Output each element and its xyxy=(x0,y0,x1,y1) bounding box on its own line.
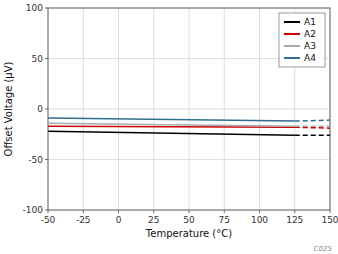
tick xyxy=(45,58,48,59)
grid-line xyxy=(48,159,330,160)
line xyxy=(48,131,295,135)
tick xyxy=(45,109,48,110)
line-dashed xyxy=(295,120,330,121)
line-dashed xyxy=(295,127,330,128)
tick-label: 150 xyxy=(321,215,338,225)
tick-label: 75 xyxy=(219,215,230,225)
grid xyxy=(48,8,330,210)
grid-line xyxy=(48,58,330,59)
tick xyxy=(189,210,190,213)
legend-swatch xyxy=(284,33,300,35)
tick-label: 125 xyxy=(286,215,303,225)
tick-label: 100 xyxy=(26,3,43,13)
tick xyxy=(294,210,295,213)
legend-swatch xyxy=(284,57,300,59)
line-dashed xyxy=(295,135,330,137)
tick xyxy=(45,8,48,9)
x-axis-label: Temperature (°C) xyxy=(145,228,232,239)
tick-label: -25 xyxy=(76,215,91,225)
tick-label: 50 xyxy=(183,215,195,225)
legend-label: A1 xyxy=(304,17,316,27)
tick xyxy=(118,210,119,213)
tick xyxy=(330,210,331,213)
line-dashed xyxy=(295,125,330,127)
tick xyxy=(83,210,84,213)
tick xyxy=(224,210,225,213)
tick xyxy=(45,210,48,211)
legend-label: A2 xyxy=(304,29,316,39)
legend-swatch xyxy=(284,45,300,47)
tick xyxy=(153,210,154,213)
tick-label: -50 xyxy=(41,215,56,225)
tick-label: -50 xyxy=(28,155,43,165)
tick-label: -100 xyxy=(23,205,44,215)
tick-label: 0 xyxy=(37,104,43,114)
legend: A1 A2 A3 A4 xyxy=(279,13,325,67)
line xyxy=(48,123,295,126)
chart: -50-250255075100125150-100-50050100Tempe… xyxy=(0,0,338,254)
tick xyxy=(45,159,48,160)
tick-label: 50 xyxy=(32,54,44,64)
annotation: C025 xyxy=(314,245,333,253)
legend-swatch xyxy=(284,21,300,23)
tick-label: 0 xyxy=(116,215,122,225)
plot-frame xyxy=(48,8,330,210)
axes: -50-250255075100125150-100-50050100 xyxy=(23,3,338,225)
grid-line xyxy=(48,109,330,110)
legend-box xyxy=(279,13,325,67)
plot-area xyxy=(48,118,330,135)
tick-label: 100 xyxy=(251,215,268,225)
legend-label: A3 xyxy=(304,41,316,51)
y-axis-label: Offset Voltage (µV) xyxy=(3,61,14,156)
legend-label: A4 xyxy=(304,53,316,63)
tick xyxy=(259,210,260,213)
line xyxy=(48,118,295,121)
background xyxy=(0,0,338,254)
tick-label: 25 xyxy=(148,215,159,225)
